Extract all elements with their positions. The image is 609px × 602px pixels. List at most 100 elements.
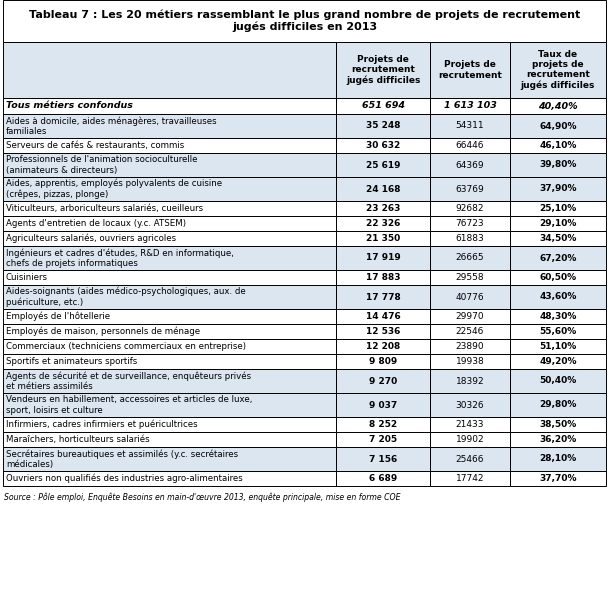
Text: 92682: 92682 xyxy=(456,204,484,213)
Bar xyxy=(3,177,336,201)
Text: 48,30%: 48,30% xyxy=(540,312,577,321)
Text: 9 270: 9 270 xyxy=(369,376,397,385)
Text: 40,40%: 40,40% xyxy=(538,102,578,111)
Text: Secrétaires bureautiques et assimilés (y.c. secrétaires
médicales): Secrétaires bureautiques et assimilés (y… xyxy=(6,449,238,469)
Bar xyxy=(336,339,430,354)
Bar xyxy=(3,417,336,432)
Text: Ingénieurs et cadres d'études, R&D en informatique,
chefs de projets informatiqu: Ingénieurs et cadres d'études, R&D en in… xyxy=(6,248,234,268)
Text: Agriculteurs salariés, ouvriers agricoles: Agriculteurs salariés, ouvriers agricole… xyxy=(6,234,176,243)
Bar xyxy=(336,354,430,369)
Bar xyxy=(336,447,430,471)
Bar xyxy=(430,177,510,201)
Text: 1 613 103: 1 613 103 xyxy=(443,102,496,111)
Text: Aides-soignants (aides médico-psychologiques, aux. de
puériculture, etc.): Aides-soignants (aides médico-psychologi… xyxy=(6,287,246,307)
Bar xyxy=(430,309,510,324)
Text: 55,60%: 55,60% xyxy=(540,327,577,336)
Text: Aides à domicile, aides ménagères, travailleuses
familiales: Aides à domicile, aides ménagères, trava… xyxy=(6,116,217,136)
Bar xyxy=(3,369,336,393)
Text: 30326: 30326 xyxy=(456,400,484,409)
Text: 37,70%: 37,70% xyxy=(539,474,577,483)
Text: 54311: 54311 xyxy=(456,122,484,131)
Bar xyxy=(3,153,336,177)
Bar xyxy=(336,471,430,486)
Bar xyxy=(336,417,430,432)
Bar xyxy=(336,114,430,138)
Bar xyxy=(3,216,336,231)
Bar xyxy=(430,246,510,270)
Bar xyxy=(336,369,430,393)
Text: 17 919: 17 919 xyxy=(365,253,400,262)
Text: 51,10%: 51,10% xyxy=(540,342,577,351)
Text: 61883: 61883 xyxy=(456,234,484,243)
Text: 21433: 21433 xyxy=(456,420,484,429)
Text: 76723: 76723 xyxy=(456,219,484,228)
Text: 9 037: 9 037 xyxy=(369,400,397,409)
Text: 63769: 63769 xyxy=(456,184,484,193)
Bar xyxy=(430,231,510,246)
Bar xyxy=(3,309,336,324)
Text: 43,60%: 43,60% xyxy=(540,293,577,302)
Bar xyxy=(3,447,336,471)
Text: 25 619: 25 619 xyxy=(366,161,400,170)
Text: Professionnels de l'animation socioculturelle
(animateurs & directeurs): Professionnels de l'animation sociocultu… xyxy=(6,155,197,175)
Text: 17742: 17742 xyxy=(456,474,484,483)
Text: 38,50%: 38,50% xyxy=(540,420,577,429)
Bar xyxy=(430,447,510,471)
Bar xyxy=(3,324,336,339)
Text: 651 694: 651 694 xyxy=(362,102,404,111)
Bar xyxy=(336,98,430,114)
Text: Maraîchers, horticulteurs salariés: Maraîchers, horticulteurs salariés xyxy=(6,435,150,444)
Bar xyxy=(510,393,606,417)
Bar xyxy=(510,471,606,486)
Text: 35 248: 35 248 xyxy=(366,122,400,131)
Bar xyxy=(336,153,430,177)
Text: 12 536: 12 536 xyxy=(366,327,400,336)
Bar xyxy=(3,339,336,354)
Text: Source : Pôle emploi, Enquête Besoins en main-d'œuvre 2013, enquête principale, : Source : Pôle emploi, Enquête Besoins en… xyxy=(4,492,401,501)
Text: 67,20%: 67,20% xyxy=(540,253,577,262)
Text: 50,40%: 50,40% xyxy=(540,376,577,385)
Bar xyxy=(430,201,510,216)
Bar xyxy=(3,432,336,447)
Bar xyxy=(336,138,430,153)
Text: 26665: 26665 xyxy=(456,253,484,262)
Bar xyxy=(336,201,430,216)
Bar xyxy=(510,201,606,216)
Bar xyxy=(510,309,606,324)
Bar xyxy=(336,324,430,339)
Bar xyxy=(510,246,606,270)
Text: 19938: 19938 xyxy=(456,357,484,366)
Text: Employés de l'hôtellerie: Employés de l'hôtellerie xyxy=(6,312,110,321)
Text: Serveurs de cafés & restaurants, commis: Serveurs de cafés & restaurants, commis xyxy=(6,141,185,150)
Bar xyxy=(510,285,606,309)
Text: 9 809: 9 809 xyxy=(369,357,397,366)
Bar xyxy=(510,114,606,138)
Text: Viticulteurs, arboriculteurs salariés, cueilleurs: Viticulteurs, arboriculteurs salariés, c… xyxy=(6,204,203,213)
Bar xyxy=(430,393,510,417)
Bar xyxy=(510,216,606,231)
Text: 29,80%: 29,80% xyxy=(540,400,577,409)
Bar xyxy=(510,177,606,201)
Text: 7 156: 7 156 xyxy=(369,455,397,464)
Bar xyxy=(510,417,606,432)
Bar xyxy=(430,270,510,285)
Bar xyxy=(510,369,606,393)
Bar xyxy=(336,177,430,201)
Text: 18392: 18392 xyxy=(456,376,484,385)
Text: 22546: 22546 xyxy=(456,327,484,336)
Text: 8 252: 8 252 xyxy=(369,420,397,429)
Text: 29558: 29558 xyxy=(456,273,484,282)
Bar xyxy=(336,231,430,246)
Bar xyxy=(3,471,336,486)
Text: 23 263: 23 263 xyxy=(366,204,400,213)
Bar xyxy=(510,432,606,447)
Text: Vendeurs en habillement, accessoires et articles de luxe,
sport, loisirs et cult: Vendeurs en habillement, accessoires et … xyxy=(6,396,252,415)
Bar xyxy=(430,324,510,339)
Text: 64,90%: 64,90% xyxy=(539,122,577,131)
Bar xyxy=(430,138,510,153)
Text: 21 350: 21 350 xyxy=(366,234,400,243)
Bar xyxy=(336,309,430,324)
Bar xyxy=(3,246,336,270)
Bar xyxy=(510,138,606,153)
Bar xyxy=(336,246,430,270)
